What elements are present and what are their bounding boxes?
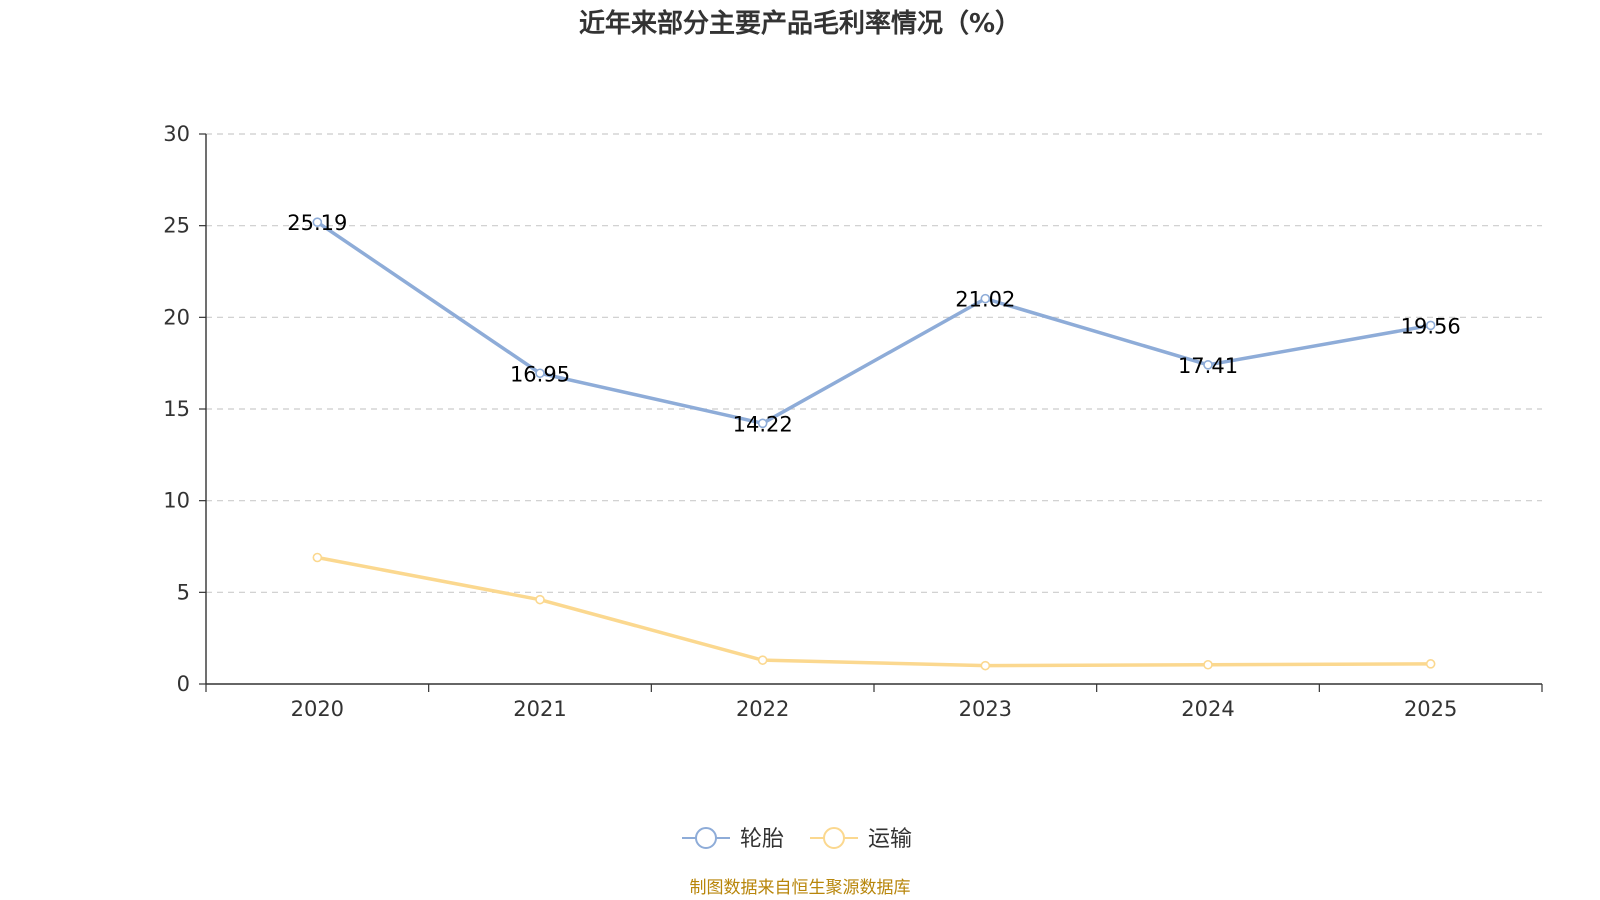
data-label: 19.56 xyxy=(1401,314,1461,338)
data-label: 16.95 xyxy=(510,362,570,386)
y-tick-label: 5 xyxy=(177,580,190,604)
source-note: 制图数据来自恒生聚源数据库 xyxy=(690,878,911,898)
chart-title: 近年来部分主要产品毛利率情况（%） xyxy=(579,8,1021,39)
legend-label: 运输 xyxy=(868,827,912,852)
legend-item-1[interactable]: 轮胎 xyxy=(682,827,784,852)
y-tick-label: 10 xyxy=(163,489,190,513)
data-point[interactable] xyxy=(535,594,545,605)
data-label: 21.02 xyxy=(955,288,1015,312)
y-tick-label: 0 xyxy=(177,672,190,696)
y-tick-label: 25 xyxy=(163,214,190,238)
x-tick-label: 2020 xyxy=(291,697,344,721)
data-label: 25.19 xyxy=(287,211,347,235)
data-point[interactable] xyxy=(312,552,323,563)
data-label: 14.22 xyxy=(733,412,793,436)
series-line-1 xyxy=(316,220,1431,426)
legend[interactable]: 轮胎 运输 xyxy=(682,827,912,852)
legend-item-2[interactable]: 运输 xyxy=(810,827,912,852)
x-tick-label: 2021 xyxy=(513,697,566,721)
legend-label: 轮胎 xyxy=(740,827,784,852)
data-point[interactable] xyxy=(1203,360,1213,370)
data-point[interactable] xyxy=(312,217,323,227)
grid-lines xyxy=(206,133,1542,593)
data-point[interactable] xyxy=(757,655,768,665)
data-point[interactable] xyxy=(1203,659,1213,670)
y-tick-label: 15 xyxy=(163,397,190,421)
y-tick-label: 20 xyxy=(163,305,190,329)
data-labels: 25.19 16.95 14.22 21.02 17.41 19.56 xyxy=(287,211,1460,436)
y-tick-label: 30 xyxy=(163,122,190,146)
series-line-2 xyxy=(317,555,1431,668)
x-tick-label: 2024 xyxy=(1181,697,1234,721)
legend-marker xyxy=(823,827,845,849)
series-group xyxy=(312,217,1436,671)
x-axis-ticks: 2020 2021 2022 2023 2024 2025 xyxy=(205,684,1543,721)
y-axis-ticks: 0 5 10 15 20 25 30 xyxy=(163,122,206,696)
data-point[interactable] xyxy=(1425,320,1436,331)
x-tick-label: 2025 xyxy=(1404,697,1457,721)
data-point[interactable] xyxy=(757,418,768,429)
x-tick-label: 2023 xyxy=(959,697,1012,721)
data-point[interactable] xyxy=(980,293,991,304)
x-tick-label: 2022 xyxy=(736,697,789,721)
data-point[interactable] xyxy=(535,368,545,379)
legend-marker xyxy=(695,827,717,849)
data-point[interactable] xyxy=(1425,659,1436,669)
data-point[interactable] xyxy=(980,660,991,671)
data-label: 17.41 xyxy=(1178,354,1238,378)
